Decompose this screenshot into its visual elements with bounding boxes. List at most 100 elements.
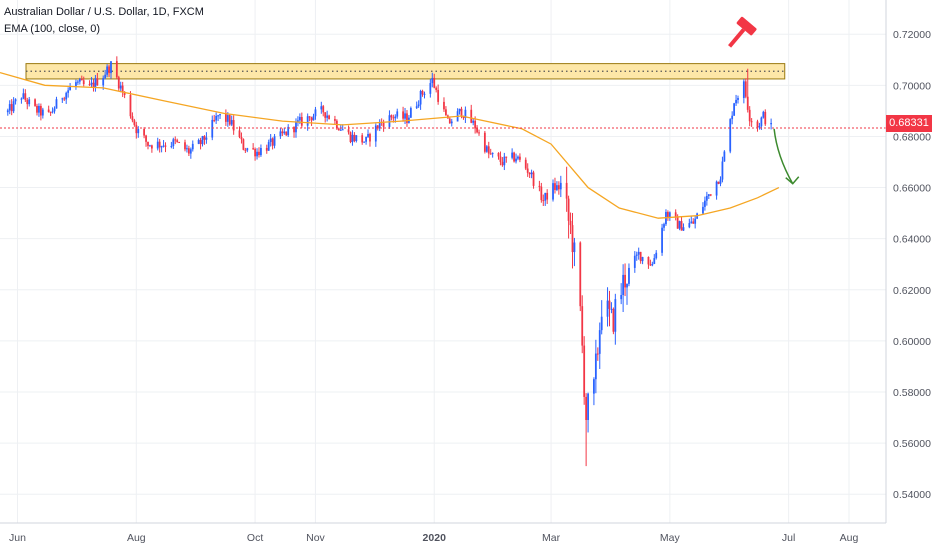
candle-body <box>388 115 391 127</box>
candle-body <box>733 103 736 116</box>
x-tick-label: Aug <box>840 532 859 544</box>
candle-body <box>628 267 630 284</box>
candle-body <box>491 152 494 154</box>
candle-body <box>382 122 385 127</box>
x-tick-label: Mar <box>542 532 561 544</box>
candle-body <box>707 194 710 197</box>
candle-body <box>133 120 136 125</box>
candle-body <box>265 147 268 151</box>
candle-body <box>624 274 626 288</box>
candle-body <box>585 396 588 420</box>
candle-body <box>474 120 477 129</box>
candle-body <box>639 251 642 262</box>
candle-body <box>653 258 656 264</box>
candle-body <box>160 146 163 148</box>
candle-body <box>528 172 531 175</box>
candle-body <box>394 116 397 119</box>
candle-body <box>515 158 517 162</box>
grid <box>0 0 886 523</box>
y-tick-label: 0.72000 <box>893 29 931 41</box>
candle-body <box>158 141 161 148</box>
candle-body <box>579 242 582 307</box>
candle-body <box>402 111 404 119</box>
candle-body <box>647 257 650 265</box>
candle-body <box>260 147 262 156</box>
candle-body <box>470 109 473 123</box>
candle-body <box>542 200 545 202</box>
candle-body <box>47 109 50 113</box>
candle-body <box>723 151 726 162</box>
gavel-head <box>736 16 757 36</box>
candle-body <box>717 181 720 184</box>
candle-body <box>339 129 342 131</box>
candle-body <box>24 93 27 100</box>
candle-body <box>219 114 221 116</box>
candle-body <box>121 85 124 92</box>
candle-body <box>102 78 105 86</box>
candle-body <box>287 126 290 136</box>
candle-body <box>110 61 112 74</box>
candle-body <box>396 111 399 117</box>
candle-body <box>34 99 36 106</box>
candle-body <box>199 140 202 145</box>
candle-body <box>147 141 149 146</box>
candle-body <box>593 379 595 394</box>
x-tick-label: Jul <box>782 532 795 544</box>
candle-body <box>598 330 601 354</box>
candle-body <box>355 135 358 141</box>
candle-body <box>39 105 42 116</box>
candle-body <box>764 111 767 125</box>
candle-body <box>63 98 66 100</box>
candle-body <box>663 224 665 228</box>
candles <box>6 56 773 467</box>
candle-body <box>600 316 603 331</box>
candle-body <box>462 116 465 119</box>
candle-body <box>285 131 288 136</box>
candle-body <box>293 126 295 133</box>
candle-body <box>65 92 68 100</box>
candle-body <box>306 116 309 126</box>
candle-body <box>437 89 440 102</box>
candle-body <box>137 129 140 134</box>
candle-body <box>191 143 194 150</box>
gavel-icon <box>728 16 757 48</box>
candle-body <box>96 78 99 86</box>
candle-body <box>748 109 751 122</box>
candle-body <box>80 79 83 81</box>
candle-body <box>476 128 478 133</box>
candle-body <box>702 206 704 214</box>
candle-body <box>14 99 17 102</box>
candle-body <box>41 109 44 116</box>
candle-body <box>217 115 219 117</box>
candle-body <box>735 99 737 104</box>
candle-body <box>201 136 204 145</box>
candle-body <box>76 81 79 83</box>
candle-body <box>244 149 247 151</box>
candle-body <box>392 117 395 119</box>
forecast-arrow-head <box>785 176 800 185</box>
candle-body <box>682 227 685 231</box>
candle-body <box>559 182 562 190</box>
candle-body <box>104 74 107 79</box>
y-tick-label: 0.54000 <box>893 489 931 501</box>
candle-body <box>503 156 506 166</box>
candle-body <box>38 105 40 113</box>
candle-body <box>252 148 255 150</box>
forecast-arrow-shaft <box>773 128 794 185</box>
candle-body <box>295 121 297 133</box>
candle-body <box>478 132 480 134</box>
y-tick-label: 0.56000 <box>893 438 931 450</box>
candle-body <box>6 110 9 113</box>
candle-body <box>242 139 245 150</box>
candle-body <box>694 218 697 224</box>
candle-body <box>123 91 126 95</box>
candle-body <box>156 141 159 149</box>
candle-body <box>378 121 381 129</box>
candle-body <box>620 295 623 300</box>
candle-body <box>149 145 151 147</box>
candle-body <box>271 138 274 146</box>
candle-body <box>530 172 533 175</box>
candle-body <box>61 98 64 100</box>
